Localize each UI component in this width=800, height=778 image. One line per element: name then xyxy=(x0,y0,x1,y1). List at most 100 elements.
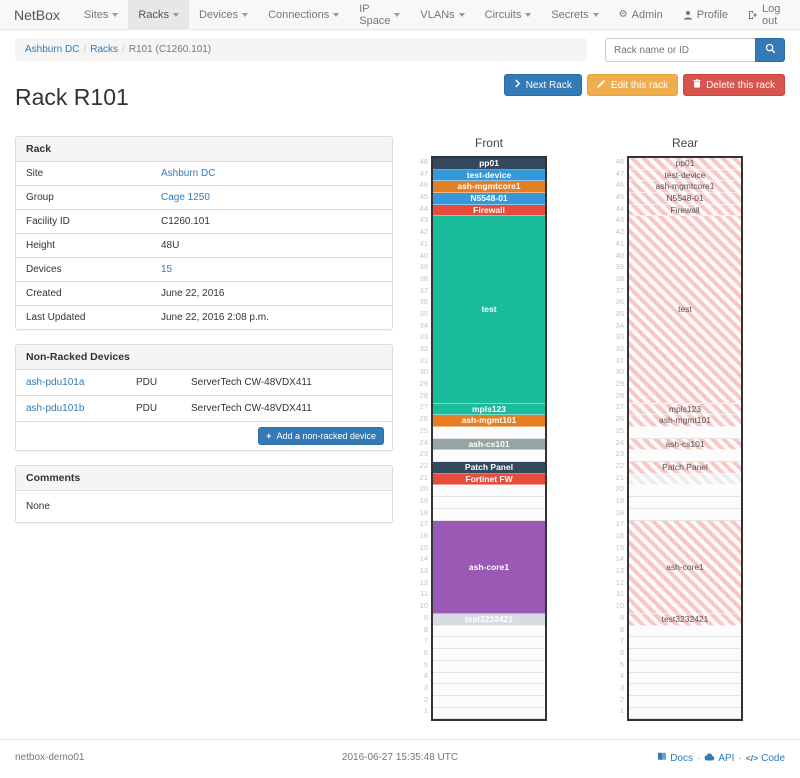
unit-number: 45 xyxy=(615,192,624,202)
nav-item-racks[interactable]: Racks xyxy=(128,0,189,29)
nav-item-secrets[interactable]: Secrets xyxy=(541,0,608,29)
rack-slot-device[interactable]: ash-mgmtcore1 xyxy=(433,181,545,194)
unit-number: 35 xyxy=(615,308,624,318)
attr-value[interactable]: 15 xyxy=(161,264,173,275)
rack-slot-empty xyxy=(433,695,545,708)
rack-slot-device[interactable]: ash-mgmt101 xyxy=(433,415,545,427)
device-type: PDU xyxy=(136,377,158,388)
attr-value[interactable]: Cage 1250 xyxy=(161,192,210,203)
rack-attr-row: Group Cage 1250 xyxy=(16,185,392,209)
unit-number: 25 xyxy=(419,425,428,435)
rack-slot-empty xyxy=(433,660,545,673)
unit-number: 5 xyxy=(423,659,428,669)
plus-icon: + xyxy=(266,431,272,441)
delete-rack-button[interactable]: Delete this rack xyxy=(683,74,785,96)
add-nonracked-device-button[interactable]: + Add a non-racked device xyxy=(258,427,384,445)
chevron-down-icon xyxy=(458,12,465,17)
unit-number: 41 xyxy=(615,238,624,248)
rack-slot-device[interactable]: test3232421 xyxy=(433,614,545,626)
nav-menu: Sites Racks Devices Connections IP Space VLAN… xyxy=(74,0,609,29)
unit-number: 9 xyxy=(619,612,624,622)
rack-slot-device[interactable]: pp01 xyxy=(433,158,545,170)
rack-attr-row: Created June 22, 2016 xyxy=(16,281,392,305)
attr-value[interactable]: Ashburn DC xyxy=(161,168,216,179)
breadcrumb-item[interactable]: Ashburn DC xyxy=(25,44,80,55)
footer-link-api[interactable]: API xyxy=(704,753,734,764)
unit-number: 15 xyxy=(419,542,428,552)
rack-slot-device[interactable]: test xyxy=(629,216,741,404)
rack-slot-device[interactable]: N5548-01 xyxy=(433,193,545,205)
edit-rack-button[interactable]: Edit this rack xyxy=(586,74,679,96)
comments-panel-title: Comments xyxy=(16,466,392,491)
rack-slot-device[interactable]: test-device xyxy=(629,169,741,182)
front-rack: pp01 test-device ash-mgmtcore1 N5548-01 Fire… xyxy=(431,156,547,722)
rack-slot-device[interactable]: ash-core1 xyxy=(433,520,545,615)
rack-slot-empty xyxy=(433,707,545,720)
nav-item-label: Racks xyxy=(138,8,169,21)
rack-slot-device[interactable]: N5548-01 xyxy=(629,193,741,205)
attr-value: 48U xyxy=(161,240,180,251)
footer-links: Docs · API · </> Code xyxy=(657,752,785,764)
rack-slot-device[interactable]: test xyxy=(433,216,545,404)
navbar: NetBox Sites Racks Devices Connections IP Sp… xyxy=(0,0,800,30)
footer-link-docs[interactable]: Docs xyxy=(657,752,693,764)
nav-item-sites[interactable]: Sites xyxy=(74,0,128,29)
rack-slot-device[interactable]: test3232421 xyxy=(629,614,741,626)
pencil-icon xyxy=(596,79,606,91)
nav-item-profile[interactable]: Profile xyxy=(673,0,738,29)
breadcrumb-item[interactable]: Racks xyxy=(90,44,119,55)
nav-item-log-out[interactable]: Log out xyxy=(738,0,800,29)
unit-number: 10 xyxy=(419,601,428,611)
nav-item-circuits[interactable]: Circuits xyxy=(475,0,542,29)
search-input[interactable] xyxy=(605,38,755,62)
rack-attr-row: Height 48U xyxy=(16,233,392,257)
unit-number: 16 xyxy=(615,531,624,540)
rack-slot-device[interactable]: Patch Panel xyxy=(629,462,741,474)
nav-item-ip-space[interactable]: IP Space xyxy=(349,0,410,29)
chevron-down-icon xyxy=(242,12,249,17)
brand[interactable]: NetBox xyxy=(14,7,60,23)
rack-slot-empty xyxy=(629,707,741,720)
nav-item-devices[interactable]: Devices xyxy=(189,0,258,29)
unit-number: 46 xyxy=(615,180,624,190)
unit-number: 26 xyxy=(615,414,624,424)
rack-slot-device[interactable]: mpls123 xyxy=(433,403,545,416)
rack-slot-device[interactable]: Firewall xyxy=(629,204,741,217)
unit-number: 18 xyxy=(615,507,624,517)
unit-number: 38 xyxy=(615,273,624,283)
nav-item-vlans[interactable]: VLANs xyxy=(410,0,474,29)
rack-slot-device[interactable]: Fortinet FW xyxy=(433,473,545,486)
rack-slot-device[interactable]: mpls123 xyxy=(629,403,741,416)
rack-slot-device[interactable]: ash-mgmt101 xyxy=(629,415,741,427)
gear-icon: ⚙ xyxy=(618,8,628,20)
device-name-link[interactable]: ash-pdu101a xyxy=(26,377,85,388)
rack-slot-device[interactable]: ash-core1 xyxy=(629,520,741,615)
unit-number: 31 xyxy=(615,355,624,365)
rack-slot-device[interactable]: Patch Panel xyxy=(433,462,545,474)
rack-slot-device[interactable]: pp01 xyxy=(629,158,741,170)
unit-number: 43 xyxy=(419,215,428,225)
nav-item-connections[interactable]: Connections xyxy=(258,0,349,29)
next-rack-button[interactable]: Next Rack xyxy=(503,74,582,96)
unit-number: 20 xyxy=(615,484,624,494)
rack-slot-device[interactable]: test-device xyxy=(433,169,545,182)
device-name-link[interactable]: ash-pdu101b xyxy=(26,403,85,414)
search-icon xyxy=(765,43,776,57)
rack-slot-device[interactable]: Firewall xyxy=(433,204,545,217)
unit-number: 36 xyxy=(615,297,624,307)
footer-link-code[interactable]: </> Code xyxy=(746,753,785,764)
nav-item-label: Devices xyxy=(198,8,239,21)
rack-slot-device[interactable]: ash-cs101 xyxy=(629,438,741,451)
unit-number: 2 xyxy=(619,694,624,704)
rack-slot-device[interactable] xyxy=(629,473,741,486)
rack-slot-device[interactable]: ash-cs101 xyxy=(433,438,545,451)
front-unit-numbers: 48 47 46 45 44 43 42 41 40 39 38 37 36 35 34 33 32 31 30 29… xyxy=(415,156,431,721)
attr-label: Height xyxy=(26,240,55,251)
unit-number: 44 xyxy=(615,203,624,213)
rack-attr-row: Devices 15 xyxy=(16,257,392,281)
search-button[interactable] xyxy=(755,38,785,62)
rack-slot-device[interactable]: ash-mgmtcore1 xyxy=(629,181,741,194)
unit-number: 42 xyxy=(615,227,624,237)
nav-item-admin[interactable]: ⚙ Admin xyxy=(609,0,673,29)
unit-number: 8 xyxy=(619,624,624,634)
